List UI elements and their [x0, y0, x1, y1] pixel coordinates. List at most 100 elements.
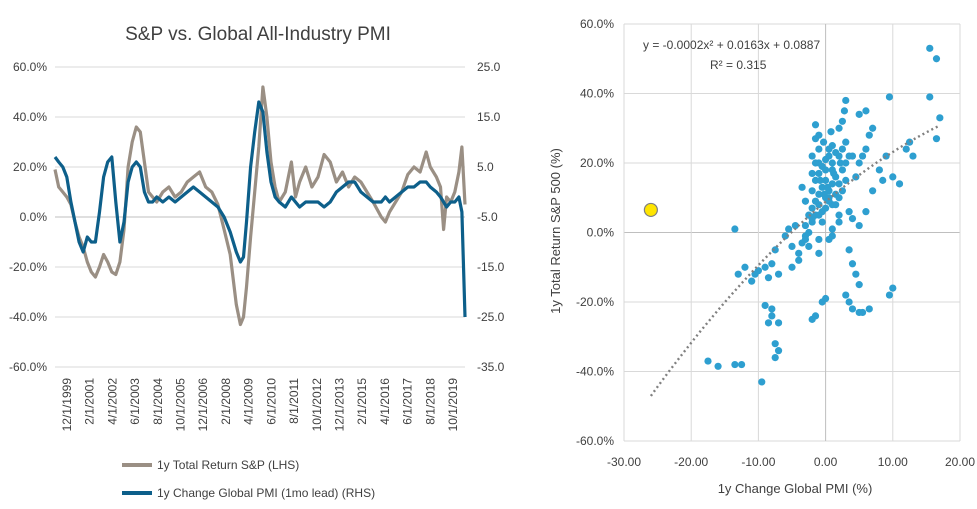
data-point: [825, 197, 833, 205]
x-tick-label: 10/1/2012: [310, 378, 324, 432]
data-point: [768, 260, 776, 268]
data-point: [818, 183, 826, 191]
y-tick-label: 40.0%: [13, 110, 47, 124]
line-series: [53, 85, 467, 327]
x-tick-label: 2/1/2008: [219, 378, 233, 425]
data-point: [909, 152, 917, 160]
y-tick-label: 20.0%: [13, 160, 47, 174]
data-point: [801, 197, 810, 205]
data-point: [828, 142, 836, 150]
y-tick-label: -20.0%: [9, 260, 47, 274]
data-point: [815, 235, 823, 244]
data-point: [795, 249, 803, 257]
data-point: [835, 124, 843, 132]
data-point: [926, 93, 934, 101]
data-point: [848, 152, 857, 160]
data-point: [825, 152, 833, 160]
data-point: [774, 270, 783, 278]
data-point: [785, 225, 793, 233]
data-point: [842, 96, 850, 105]
data-point: [771, 340, 779, 348]
data-point: [795, 256, 803, 264]
y-tick-label-right: -15.0: [477, 260, 505, 274]
data-point: [855, 221, 863, 230]
data-point: [902, 145, 910, 153]
data-point: [842, 138, 850, 146]
data-point: [758, 378, 766, 386]
data-point: [855, 281, 863, 289]
y-axis-label: 1y Total Return S&P 500 (%): [548, 148, 563, 314]
data-point: [774, 347, 783, 355]
data-point: [822, 294, 830, 303]
left-y-axis: -60.0% -40.0% -20.0% 0.0% 20.0% 40.0% 60.0%: [9, 60, 47, 374]
x-tick-label: 8/1/2018: [423, 378, 437, 425]
y-tick-label-right: 5.0: [477, 160, 494, 174]
data-point: [761, 301, 769, 310]
data-point: [848, 305, 857, 313]
line-chart: S&P vs. Global All-Industry PMI -60.0% -4…: [9, 24, 505, 500]
data-point: [734, 270, 742, 278]
data-point: [840, 107, 849, 115]
data-point: [835, 218, 843, 226]
r-squared: R² = 0.315: [710, 58, 767, 72]
data-point: [731, 225, 739, 233]
data-point: [855, 110, 863, 118]
x-tick-label: 2/1/2015: [355, 378, 369, 425]
highlight-point: [643, 202, 658, 218]
data-point: [801, 221, 810, 230]
data-point: [818, 218, 826, 226]
data-point: [869, 124, 877, 132]
data-point: [885, 291, 894, 299]
x-tick-label: 12/1/2013: [332, 378, 346, 432]
data-point: [816, 176, 824, 184]
x-tick-label: 4/1/2009: [242, 378, 256, 425]
data-point: [822, 166, 830, 174]
data-point: [815, 190, 823, 198]
data-point: [815, 211, 823, 219]
data-point: [761, 263, 769, 271]
y-tick-label-right: 15.0: [477, 110, 501, 124]
y-tick-label: 0.0%: [587, 226, 615, 240]
trend-equation: y = -0.0002x² + 0.0163x + 0.0887: [643, 38, 820, 52]
y-tick-label: -60.0%: [9, 360, 47, 374]
legend-label-sp: 1y Total Return S&P (LHS): [157, 458, 299, 472]
y-tick-label-right: 25.0: [477, 60, 501, 74]
data-point: [811, 197, 820, 205]
highlight-point: [643, 202, 658, 218]
data-point: [788, 242, 796, 250]
data-point: [906, 138, 914, 146]
data-point: [824, 183, 832, 191]
data-point: [895, 180, 904, 188]
data-point: [791, 221, 799, 230]
data-point: [815, 249, 823, 257]
data-point: [828, 225, 836, 233]
data-point: [936, 114, 944, 122]
chart-title: S&P vs. Global All-Industry PMI: [125, 24, 391, 45]
data-point: [835, 180, 843, 188]
data-point: [889, 173, 897, 181]
y-tick-label: 60.0%: [13, 60, 47, 74]
data-point: [768, 305, 776, 313]
x-axis-label: 1y Change Global PMI (%): [718, 481, 873, 496]
trendline-path: [649, 124, 941, 397]
data-point: [848, 260, 857, 268]
y-tick-label-right: -5.0: [477, 210, 498, 224]
x-tick-label: 4/1/2002: [105, 378, 119, 425]
series-line: [53, 100, 467, 318]
x-tick-label: 8/1/2011: [287, 378, 301, 424]
data-point: [828, 159, 836, 167]
data-point: [808, 152, 816, 160]
data-point: [704, 357, 712, 365]
data-point: [838, 166, 847, 174]
data-point: [842, 159, 850, 167]
x-tick-label: 4/1/2016: [378, 378, 392, 425]
data-point: [832, 148, 840, 157]
data-point: [932, 55, 941, 63]
data-point: [748, 277, 756, 285]
scatter-x-axis: -30.00 -20.00 -10.00 0.00 10.00 20.00: [607, 455, 975, 469]
data-point: [879, 176, 887, 184]
data-point: [827, 128, 835, 136]
data-point: [801, 235, 810, 244]
y-tick-label: 0.0%: [20, 210, 48, 224]
